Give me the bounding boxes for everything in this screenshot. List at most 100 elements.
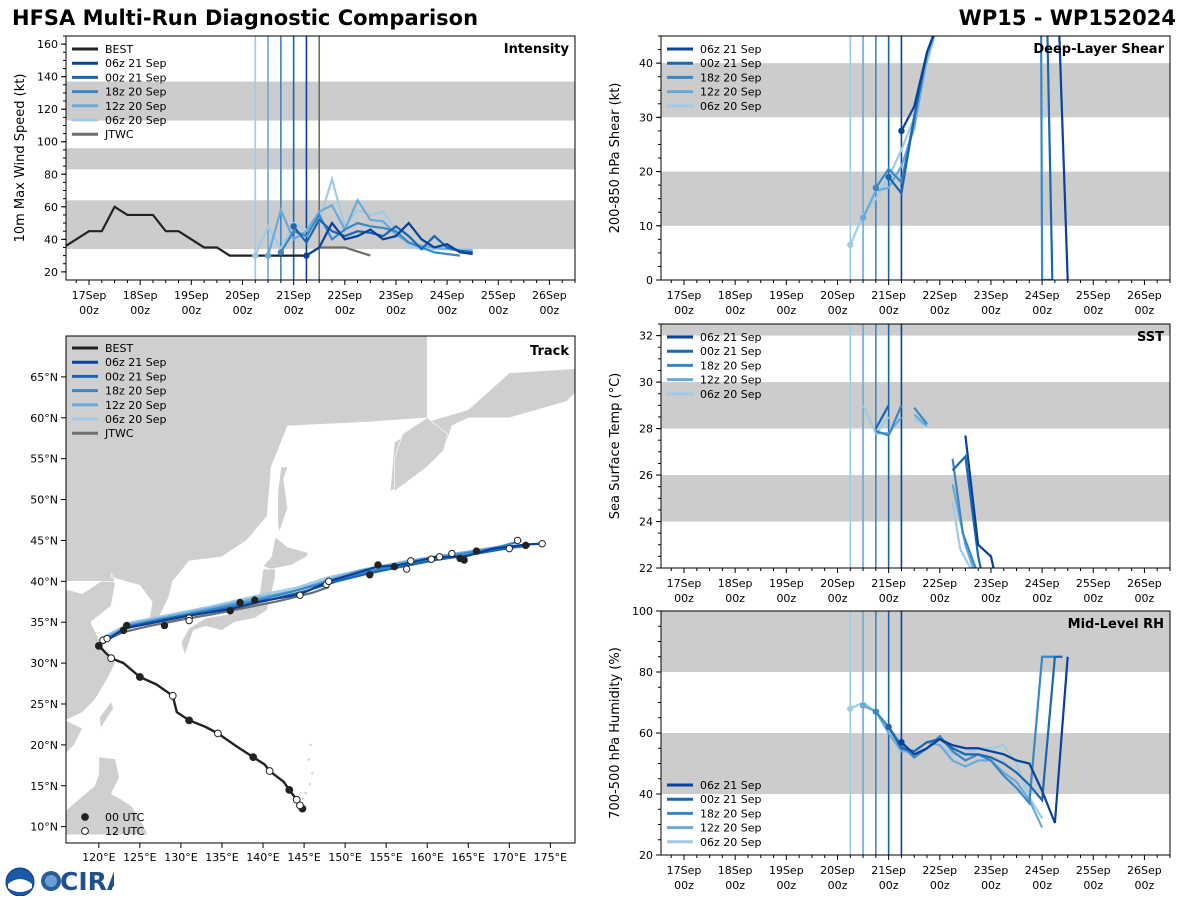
- intensity-xtick-label: 00z: [386, 304, 406, 317]
- intensity-ytick-label: 160: [37, 38, 58, 51]
- shear-xtick-label: 22Sep: [922, 289, 957, 302]
- track-legend-label: 12z 20 Sep: [105, 399, 167, 412]
- shear-xtick-label: 00z: [776, 304, 796, 317]
- track-best-line: [97, 645, 304, 810]
- shear-series-tail: [1040, 36, 1053, 280]
- sst-legend-label: 06z 20 Sep: [700, 388, 762, 401]
- intensity-ylabel: 10m Max Wind Speed (kt): [13, 74, 28, 243]
- rh-xtick-label: 00z: [879, 879, 899, 892]
- track-marker-00utc: [374, 561, 382, 569]
- sst-xtick-label: 24Sep: [1025, 577, 1060, 590]
- intensity-xtick-label: 00z: [437, 304, 457, 317]
- sst-legend-label: 00z 21 Sep: [700, 345, 762, 358]
- land-honshu: [180, 568, 276, 656]
- sst-series-line: [951, 458, 977, 568]
- track-xtick-label: 120°E: [82, 851, 115, 864]
- shear-xtick-label: 18Sep: [718, 289, 753, 302]
- land-hokkaido: [262, 536, 309, 570]
- track-title: Track: [530, 344, 569, 359]
- rh-xtick-label: 21Sep: [871, 864, 906, 877]
- best-marker-12utc: [107, 654, 116, 663]
- rh-ytick-label: 20: [639, 849, 653, 862]
- track-map-area: [66, 336, 575, 836]
- best-marker-00utc: [285, 785, 294, 794]
- track-ytick-label: 10°N: [30, 821, 58, 834]
- track-xtick-label: 125°E: [123, 851, 156, 864]
- sst-xtick-label: 00z: [828, 592, 848, 605]
- shear-ytick-label: 10: [639, 220, 653, 233]
- sst-series-line: [913, 413, 928, 428]
- track-marker-12utc: [325, 577, 333, 586]
- rh-xtick-label: 00z: [828, 879, 848, 892]
- shear-init-marker: [898, 127, 905, 135]
- shear-legend-label: 06z 21 Sep: [700, 43, 762, 56]
- intensity-ytick-label: 120: [37, 103, 58, 116]
- shear-xtick-label: 00z: [674, 304, 694, 317]
- sst-xtick-label: 00z: [674, 592, 694, 605]
- sst-frame: [660, 323, 1171, 569]
- track-xtick-label: 150°E: [328, 851, 361, 864]
- intensity-xtick-label: 22Sep: [327, 289, 362, 302]
- shear-xtick-label: 20Sep: [820, 289, 855, 302]
- sst-xtick-label: 19Sep: [769, 577, 804, 590]
- track-marker-12utc: [403, 565, 411, 573]
- track-marker-12utc: [538, 540, 546, 548]
- figure-title: HFSA Multi-Run Diagnostic Comparison: [12, 6, 479, 30]
- rh-series-line: [887, 655, 1063, 803]
- rh-xtick-label: 19Sep: [769, 864, 804, 877]
- intensity-plot-area: [66, 36, 575, 280]
- sst-xtick-label: 21Sep: [871, 577, 906, 590]
- track-xtick-label: 145°E: [287, 851, 320, 864]
- track-legend-label: 00z 21 Sep: [105, 370, 167, 383]
- track-frame: [65, 335, 576, 844]
- intensity-series-line: [279, 212, 461, 257]
- rh-xtick-label: 25Sep: [1076, 864, 1111, 877]
- intensity-ytick-label: 80: [44, 168, 58, 181]
- sst-xtick-label: 25Sep: [1076, 577, 1111, 590]
- shear-series-tail: [1046, 36, 1054, 280]
- sst-legend-label: 06z 21 Sep: [700, 331, 762, 344]
- shear-xtick-label: 19Sep: [769, 289, 804, 302]
- sst-series-line: [951, 484, 975, 568]
- rh-legend-label: 12z 20 Sep: [700, 822, 762, 835]
- land-island-dot: [304, 791, 307, 795]
- rh-ytick-label: 80: [639, 666, 653, 679]
- shear-xtick-label: 00z: [828, 304, 848, 317]
- intensity-xtick-label: 00z: [130, 304, 150, 317]
- intensity-band: [66, 200, 575, 250]
- rh-init-marker: [859, 702, 867, 709]
- rh-xtick-label: 20Sep: [820, 864, 855, 877]
- sst-xtick-label: 00z: [930, 592, 950, 605]
- shear-xtick-label: 00z: [879, 304, 899, 317]
- track-ytick-label: 45°N: [30, 534, 58, 547]
- rh-xtick-label: 00z: [674, 879, 694, 892]
- land-island-dot: [301, 797, 304, 801]
- sst-ytick-label: 28: [639, 423, 653, 436]
- rh-xtick-label: 26Sep: [1127, 864, 1162, 877]
- intensity-xtick-label: 00z: [335, 304, 355, 317]
- best-marker-12utc: [296, 801, 304, 810]
- rh-ytick-label: 40: [639, 788, 653, 801]
- intensity-xtick-label: 00z: [181, 304, 201, 317]
- track-marker-00utc: [236, 598, 244, 607]
- shear-init-marker: [872, 184, 880, 192]
- intensity-xtick-label: 23Sep: [379, 289, 414, 302]
- sst-ytick-label: 26: [639, 469, 653, 482]
- shear-xtick-label: 23Sep: [974, 289, 1009, 302]
- intensity-band: [66, 148, 575, 170]
- intensity-xtick-label: 26Sep: [532, 289, 567, 302]
- sst-xtick-label: 17Sep: [667, 577, 702, 590]
- sst-xtick-label: 00z: [1135, 592, 1155, 605]
- track-marker-00utc: [251, 596, 259, 604]
- intensity-xtick-label: 17Sep: [72, 289, 107, 302]
- land-taiwan: [99, 700, 114, 730]
- rh-init-marker: [898, 738, 905, 746]
- best-marker-00utc: [249, 753, 258, 762]
- rh-plot-area: [661, 611, 1170, 855]
- track-marker-12utc: [103, 634, 111, 643]
- sst-xtick-label: 00z: [981, 592, 1001, 605]
- shear-legend-label: 00z 21 Sep: [700, 57, 762, 70]
- noaa-cira-logo: CIRA: [4, 866, 114, 896]
- land-island-dot: [311, 772, 314, 775]
- best-marker-00utc: [185, 716, 194, 725]
